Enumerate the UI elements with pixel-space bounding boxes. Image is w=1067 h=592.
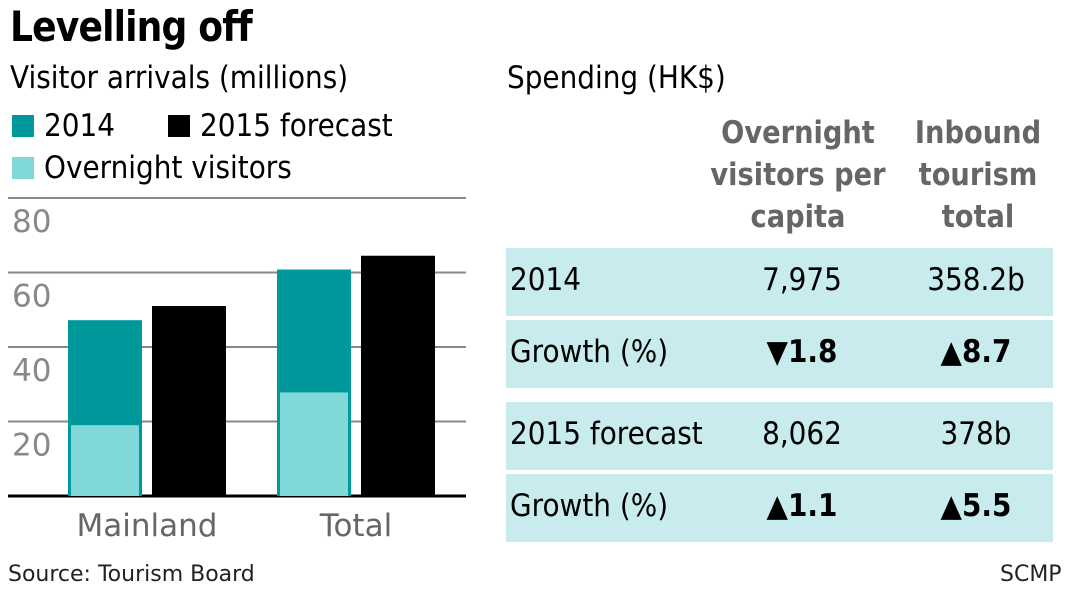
row-value-per-capita: ▼1.8 (766, 334, 838, 370)
y-tick-label: 40 (12, 353, 51, 389)
legend-item-overnight: Overnight visitors (12, 150, 319, 186)
legend-swatch-overnight (12, 157, 34, 179)
source-note: Source: Tourism Board (8, 562, 255, 587)
row-value-per-capita: 7,975 (762, 262, 842, 298)
y-tick-label: 60 (12, 279, 51, 315)
bar-2015-forecast-mainland (152, 306, 226, 496)
legend-swatch-2014 (12, 115, 34, 137)
col-header-inbound-total: Inbound tourism total (914, 115, 1042, 235)
row-value-inbound-total: 378b (940, 416, 1012, 452)
legend-item-2014: 2014 (12, 108, 123, 144)
row-label: 2015 forecast (510, 416, 703, 452)
y-tick-label: 80 (12, 204, 51, 240)
col-header-per-capita: Overnight visitors per capita (710, 115, 886, 235)
credit: SCMP (1000, 562, 1062, 587)
legend-swatch-2015-forecast (168, 115, 190, 137)
left-subtitle: Visitor arrivals (millions) (10, 60, 349, 96)
row-label: Growth (%) (510, 488, 669, 524)
bar-chart: 20 40 60 80 Mainland Total (8, 197, 466, 544)
row-value-per-capita: ▲1.1 (766, 488, 838, 524)
right-subtitle: Spending (HK$) (507, 60, 726, 96)
chart-title: Levelling off (10, 2, 253, 51)
row-label: 2014 (510, 262, 582, 298)
legend-label-2014: 2014 (44, 108, 116, 144)
y-tick-label: 20 (12, 428, 51, 464)
legend-label-2015-forecast: 2015 forecast (200, 108, 393, 144)
row-label: Growth (%) (510, 334, 669, 370)
row-value-per-capita: 8,062 (762, 416, 842, 452)
legend-item-2015-forecast: 2015 forecast (168, 108, 414, 144)
bar-2015-forecast-total (361, 255, 435, 496)
table-row: 2014 7,975 358.2b (506, 248, 1053, 316)
bar-overnight-mainland (71, 425, 139, 496)
bar-overnight-total (280, 392, 348, 496)
legend-label-overnight: Overnight visitors (44, 150, 292, 186)
row-value-inbound-total: 358.2b (927, 262, 1025, 298)
table-row: Growth (%) ▼1.8 ▲8.7 (506, 320, 1053, 388)
row-value-inbound-total: ▲5.5 (940, 488, 1012, 524)
table-row: 2015 forecast 8,062 378b (506, 402, 1053, 470)
row-value-inbound-total: ▲8.7 (940, 334, 1012, 370)
x-tick-label: Total (319, 508, 392, 544)
table-row: Growth (%) ▲1.1 ▲5.5 (506, 474, 1053, 542)
x-tick-label: Mainland (77, 508, 218, 544)
